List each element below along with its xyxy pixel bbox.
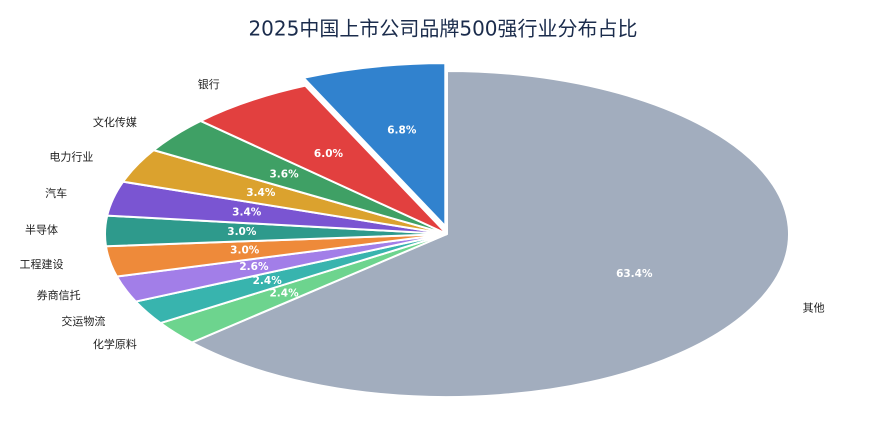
slice-value-label: 3.0% (230, 245, 260, 257)
slice-value-label: 3.0% (227, 226, 257, 238)
slice-value-label: 6.0% (314, 148, 344, 160)
pie-slice (301, 62, 447, 229)
slice-category-label: 文化传媒 (93, 115, 137, 129)
slice-category-label: 银行 (198, 77, 220, 91)
slice-category-label: 半导体 (25, 223, 58, 237)
slice-category-label: 化学原料 (93, 337, 137, 351)
pie-slice (189, 69, 790, 398)
slice-category-label: 交运物流 (61, 314, 105, 328)
slice-value-label: 2.4% (253, 275, 283, 287)
slice-value-label: 3.4% (246, 187, 276, 199)
slice-value-label: 3.6% (270, 169, 300, 181)
slice-value-label: 6.8% (387, 125, 417, 137)
slice-category-label: 电力行业 (49, 150, 93, 163)
slice-value-label: 2.6% (239, 261, 269, 273)
slice-category-label: 其他 (803, 302, 825, 315)
slice-value-label: 63.4% (616, 268, 653, 280)
slice-value-label: 3.4% (232, 207, 262, 219)
slice-category-label: 汽车 (45, 186, 67, 200)
chart-title: 2025中国上市公司品牌500强行业分布占比 (248, 17, 637, 41)
pie-slice (198, 84, 448, 235)
slice-value-label: 2.4% (270, 287, 300, 299)
slice-category-label: 券商信托 (37, 288, 81, 302)
slice-category-label: 工程建设 (19, 257, 63, 271)
